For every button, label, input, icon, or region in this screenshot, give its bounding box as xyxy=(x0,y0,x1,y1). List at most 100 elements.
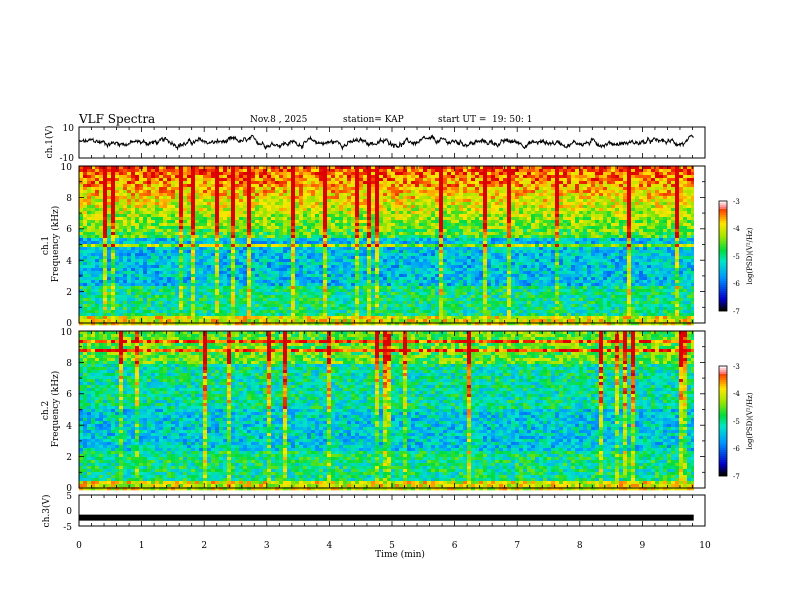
spectrogram-cell xyxy=(603,241,608,245)
spectrogram-cell xyxy=(87,256,92,260)
spectrogram-cell xyxy=(479,169,484,173)
spectrogram-cell xyxy=(355,223,360,227)
spectrogram-cell xyxy=(563,247,568,251)
spectrogram-cell xyxy=(535,241,540,245)
spectrogram-cell xyxy=(275,196,280,200)
spectrogram-cell xyxy=(427,193,432,197)
spectrogram-cell xyxy=(659,238,664,242)
spectrogram-cell xyxy=(267,187,272,191)
spectrogram-cell xyxy=(483,244,488,248)
spectrogram-cell xyxy=(391,223,396,227)
spectrogram-cell xyxy=(567,175,572,179)
spectrogram-cell xyxy=(643,232,648,236)
spectrogram-cell xyxy=(499,187,504,191)
spectrogram-cell xyxy=(539,226,544,230)
spectrogram-cell xyxy=(651,175,656,179)
spectrogram-cell xyxy=(339,259,344,263)
spectrogram-cell xyxy=(211,226,216,230)
spectrogram-cell xyxy=(91,169,96,173)
spectrogram-cell xyxy=(391,202,396,206)
spectrogram-cell xyxy=(351,229,356,233)
spectrogram-cell xyxy=(575,208,580,212)
spectrogram-cell xyxy=(531,175,536,179)
spectrogram-cell xyxy=(619,229,624,233)
spectrogram-cell xyxy=(363,247,368,251)
spectrogram-cell xyxy=(271,259,276,263)
spectrogram-cell xyxy=(395,223,400,227)
spectrogram-cell xyxy=(499,247,504,251)
spectrogram-cell xyxy=(479,190,484,194)
spectrogram-cell xyxy=(351,193,356,197)
spectrogram-cell xyxy=(599,256,604,260)
spectrogram-cell xyxy=(91,244,96,248)
spectrogram-cell xyxy=(643,223,648,227)
spectrogram-cell xyxy=(471,238,476,242)
spectrogram-cell xyxy=(355,166,360,170)
spectrogram-cell xyxy=(107,169,112,173)
spectrogram-cell xyxy=(323,247,328,251)
spectrogram-cell xyxy=(595,235,600,239)
spectrogram-cell xyxy=(303,244,308,248)
spectrogram-cell xyxy=(219,256,224,260)
spectrogram-cell xyxy=(415,232,420,236)
spectrogram-cell xyxy=(367,232,372,236)
spectrogram-cell xyxy=(455,214,460,218)
spectrogram-cell xyxy=(447,250,452,254)
spectrogram-cell xyxy=(335,226,340,230)
spectrogram-cell xyxy=(679,247,684,251)
spectrogram-cell xyxy=(371,250,376,254)
spectrogram-cell xyxy=(479,193,484,197)
spectrogram-cell xyxy=(223,259,228,263)
spectrogram-cell xyxy=(219,187,224,191)
spectrogram-cell xyxy=(519,199,524,203)
spectrogram-cell xyxy=(203,244,208,248)
spectrogram-cell xyxy=(123,220,128,224)
spectrogram-cell xyxy=(151,178,156,182)
spectrogram-cell xyxy=(179,205,184,209)
spectrogram-cell xyxy=(387,235,392,239)
spectrogram-cell xyxy=(471,223,476,227)
spectrogram-cell xyxy=(387,184,392,188)
spectrogram-cell xyxy=(671,238,676,242)
spectrogram-cell xyxy=(395,244,400,248)
spectrogram-cell xyxy=(579,211,584,215)
spectrogram-cell xyxy=(567,217,572,221)
spectrogram-cell xyxy=(315,241,320,245)
spectrogram-cell xyxy=(175,247,180,251)
spectrogram-cell xyxy=(159,166,164,170)
spectrogram-cell xyxy=(567,199,572,203)
spectrogram-cell xyxy=(127,178,132,182)
spectrogram-cell xyxy=(547,217,552,221)
spectrogram-cell xyxy=(627,211,632,215)
spectrogram-cell xyxy=(391,220,396,224)
spectrogram-cell xyxy=(627,214,632,218)
spectrogram-cell xyxy=(211,187,216,191)
spectrogram-cell xyxy=(395,259,400,263)
spectrogram-cell xyxy=(627,223,632,227)
spectrogram-cell xyxy=(455,250,460,254)
spectrogram-cell xyxy=(171,187,176,191)
spectrogram-cell xyxy=(335,169,340,173)
spectrogram-cell xyxy=(667,232,672,236)
spectrogram-cell xyxy=(383,166,388,170)
spectrogram-cell xyxy=(391,211,396,215)
spectrogram-cell xyxy=(567,238,572,242)
spectrogram-cell xyxy=(263,208,268,212)
spectrogram-cell xyxy=(275,256,280,260)
spectrogram-cell xyxy=(343,223,348,227)
spectrogram-cell xyxy=(183,232,188,236)
spectrogram-cell xyxy=(447,211,452,215)
spectrogram-cell xyxy=(655,211,660,215)
spectrogram-cell xyxy=(451,181,456,185)
spectrogram-cell xyxy=(307,259,312,263)
spectrogram-cell xyxy=(323,187,328,191)
spectrogram-cell xyxy=(175,229,180,233)
spectrogram-cell xyxy=(663,211,668,215)
spectrogram-cell xyxy=(367,217,372,221)
spectrogram-cell xyxy=(471,193,476,197)
spectrogram-cell xyxy=(327,235,332,239)
spectrogram-cell xyxy=(567,187,572,191)
spectrogram-cell xyxy=(687,244,692,248)
spectrogram-cell xyxy=(639,208,644,212)
spectrogram-cell xyxy=(615,172,620,176)
